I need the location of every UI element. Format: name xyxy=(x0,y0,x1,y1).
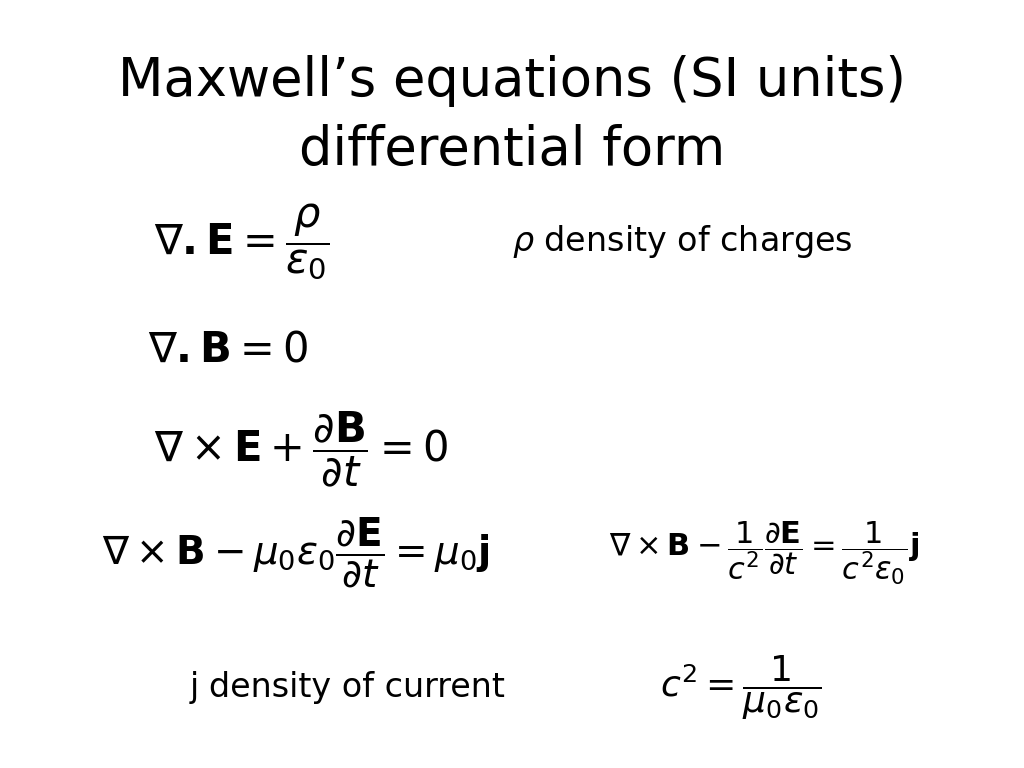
Text: $\nabla \times \mathbf{E} + \dfrac{\partial\mathbf{B}}{\partial t} = 0$: $\nabla \times \mathbf{E} + \dfrac{\part… xyxy=(154,409,447,489)
Text: j density of current: j density of current xyxy=(189,671,505,703)
Text: $\nabla \times \mathbf{B} - \dfrac{1}{c^2}\dfrac{\partial\mathbf{E}}{\partial t}: $\nabla \times \mathbf{B} - \dfrac{1}{c^… xyxy=(609,519,920,587)
Text: $\nabla\mathbf{.E} = \dfrac{\rho}{\varepsilon_0}$: $\nabla\mathbf{.E} = \dfrac{\rho}{\varep… xyxy=(154,202,329,282)
Text: $\nabla\mathbf{.B} = 0$: $\nabla\mathbf{.B} = 0$ xyxy=(148,329,309,370)
Text: $\nabla \times \mathbf{B} - \mu_0\varepsilon_0\dfrac{\partial\mathbf{E}}{\partia: $\nabla \times \mathbf{B} - \mu_0\vareps… xyxy=(102,516,490,590)
Text: $\rho$ density of charges: $\rho$ density of charges xyxy=(512,223,853,260)
Text: Maxwell’s equations (SI units): Maxwell’s equations (SI units) xyxy=(118,55,906,107)
Text: $c^2 = \dfrac{1}{\mu_0\varepsilon_0}$: $c^2 = \dfrac{1}{\mu_0\varepsilon_0}$ xyxy=(660,654,822,721)
Text: differential form: differential form xyxy=(299,124,725,176)
